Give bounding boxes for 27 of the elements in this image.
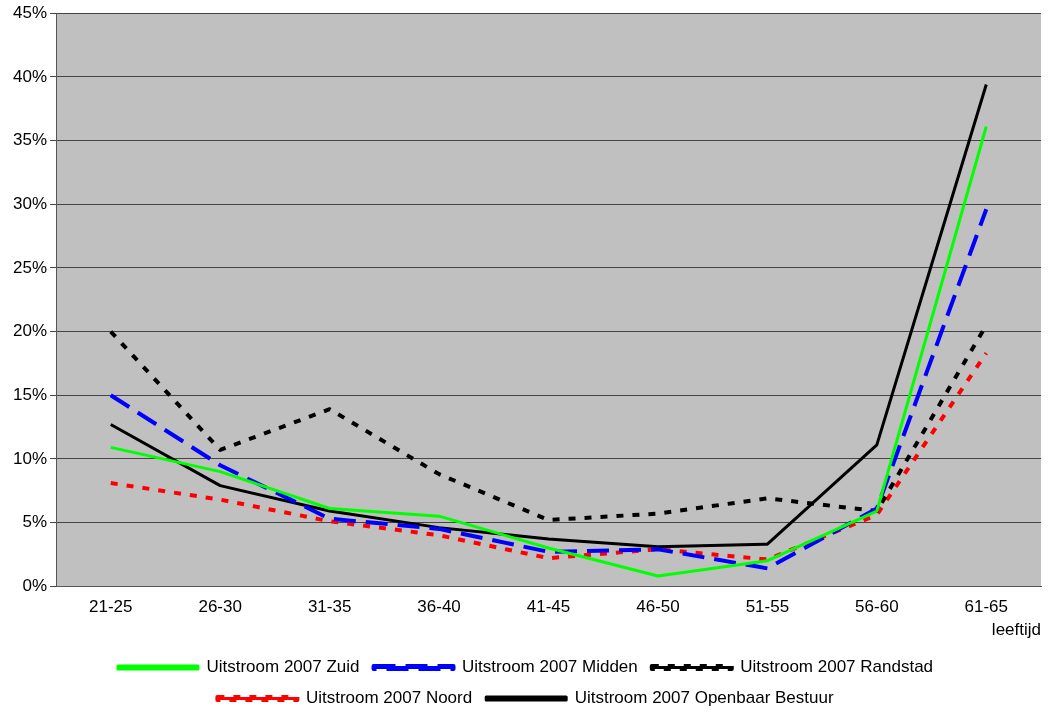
y-tick-label: 45% [12, 2, 48, 22]
line-series [108, 207, 989, 571]
x-tick-label: 51-55 [745, 597, 790, 617]
legend-label: Uitstroom 2007 Noord [305, 688, 473, 708]
x-tick-label: 36-40 [417, 597, 461, 617]
legend-label: Uitstroom 2007 Randstad [740, 657, 934, 677]
y-tick-label: 5% [22, 512, 48, 532]
y-tick-label: 30% [12, 193, 48, 213]
x-tick-label: 41-45 [526, 597, 571, 617]
x-tick-label: 26-30 [198, 597, 242, 617]
x-tick-label: 56-60 [855, 597, 899, 617]
x-axis-title: leeftijd [991, 620, 1041, 640]
y-tick-label: 25% [12, 257, 48, 277]
y-tick-label: 15% [12, 384, 48, 404]
y-tick-label: 35% [12, 130, 48, 150]
x-tick-label: 46-50 [636, 597, 680, 617]
y-tick-label: 10% [12, 448, 48, 468]
x-tick-label: 31-35 [307, 597, 352, 617]
x-tick-label: 61-65 [964, 597, 1009, 617]
line-series [108, 351, 989, 562]
y-tick-label: 40% [12, 66, 48, 86]
legend-label: Uitstroom 2007 Midden [462, 657, 638, 677]
legend-label: Uitstroom 2007 Openbaar Bestuur [574, 688, 834, 708]
x-tick-label: 21-25 [89, 597, 133, 617]
y-tick-label: 20% [12, 321, 48, 341]
legend-label: Uitstroom 2007 Zuid [206, 657, 360, 677]
y-tick-label: 0% [22, 575, 48, 595]
